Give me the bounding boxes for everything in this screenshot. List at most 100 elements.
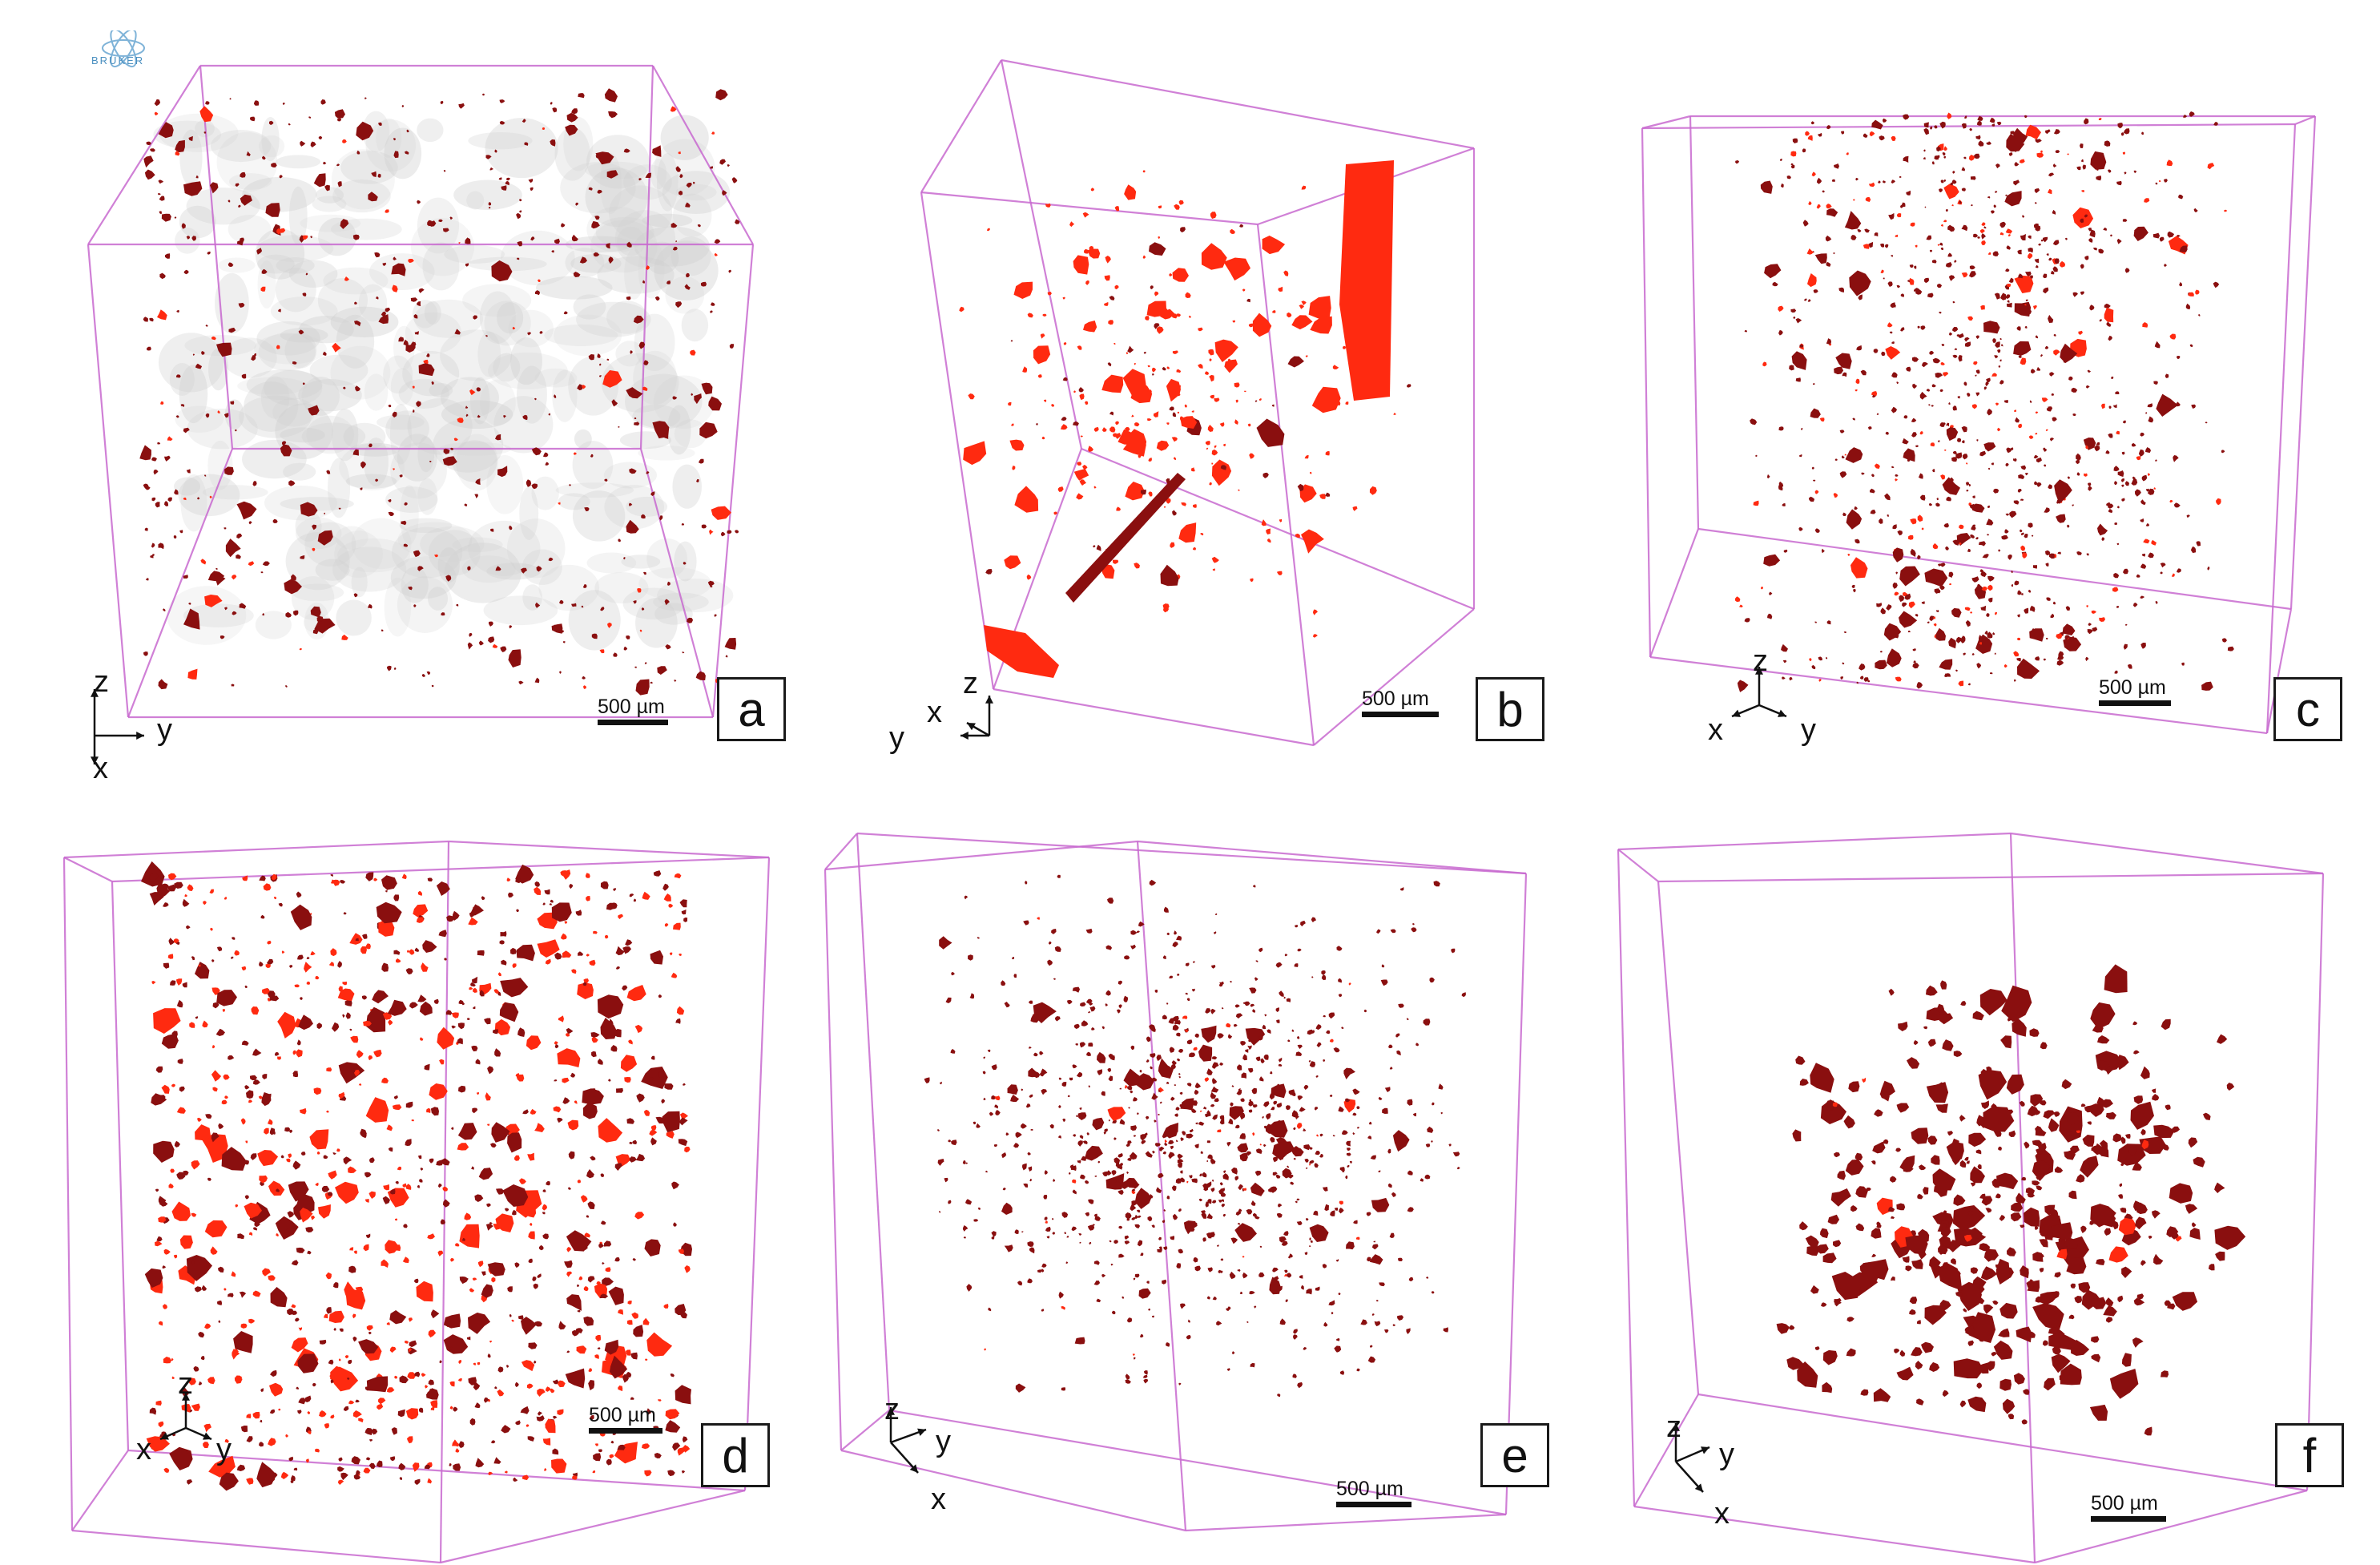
pore-particle [1296, 1123, 1303, 1129]
pore-particle [2164, 264, 2167, 267]
matrix-volume [183, 603, 254, 627]
pore-particle [2053, 1111, 2060, 1117]
pore-particle [579, 1244, 589, 1251]
pore-particle [2196, 541, 2201, 547]
pore-particle [1891, 341, 1895, 345]
pore-particle [1131, 1190, 1136, 1194]
pore-particle [1154, 1119, 1157, 1123]
pore-particle [1166, 378, 1181, 402]
bounding-box-edge [1137, 840, 1527, 875]
axis-arrowhead [160, 1432, 169, 1440]
pore-particle [507, 1286, 513, 1293]
pore-particle [699, 422, 718, 439]
pore-particle [1338, 1106, 1344, 1112]
pore-particle [590, 1032, 600, 1038]
pore-particle [2111, 376, 2114, 379]
pore-particle [1930, 126, 1933, 130]
pore-particle [1319, 494, 1326, 499]
pore-particle [566, 1033, 570, 1037]
pore-particle [551, 1458, 567, 1474]
pore-particle [332, 342, 341, 353]
pore-particle [364, 97, 367, 99]
pore-particle [195, 175, 199, 179]
axis-x-label: x [136, 1433, 151, 1466]
matrix-volume [257, 235, 334, 262]
pore-particle [1875, 463, 1880, 469]
pore-particle [202, 1134, 228, 1163]
pore-particle [531, 483, 538, 490]
pore-particle [209, 889, 214, 894]
pore-particle [1104, 301, 1109, 306]
pore-particle [1009, 1248, 1012, 1250]
pore-particle [1821, 1302, 1827, 1307]
pore-particle [1987, 252, 1991, 256]
pore-particle [1852, 417, 1855, 421]
pore-particle [1198, 1044, 1213, 1062]
pore-particle [1227, 1368, 1230, 1371]
pore-particle [495, 566, 501, 571]
pore-particle [1943, 184, 1959, 200]
matrix-volume [638, 567, 712, 600]
pore-particle [2171, 573, 2175, 577]
pore-particle [1917, 514, 1923, 522]
matrix-volume [671, 236, 711, 276]
pore-particle [2022, 215, 2025, 218]
pore-particle [2024, 1207, 2040, 1227]
pore-particle [2106, 321, 2112, 327]
pore-particle [1297, 1035, 1300, 1039]
matrix-volume [621, 555, 661, 569]
pore-particle [1278, 1203, 1283, 1208]
pore-particle [1286, 998, 1291, 1002]
pore-particle [323, 161, 327, 165]
pore-particle [2108, 169, 2112, 173]
pore-particle [494, 1018, 511, 1036]
pore-particle [1391, 1192, 1396, 1197]
matrix-volume [390, 556, 457, 599]
pore-particle [385, 307, 390, 313]
pore-particle [2123, 643, 2128, 650]
pore-particle [197, 497, 200, 500]
matrix-volume [175, 228, 200, 254]
matrix-volume [283, 462, 316, 481]
pore-particle [1087, 248, 1101, 259]
pore-particle [2136, 1293, 2144, 1300]
pore-particle [1407, 1170, 1413, 1176]
pore-particle [1913, 1040, 1919, 1046]
pore-particle [644, 1470, 652, 1477]
pore-particle [328, 962, 334, 966]
pore-particle [1138, 1288, 1151, 1299]
pore-particle [1116, 506, 1121, 511]
pore-particle [159, 211, 162, 214]
pore-particle [252, 1227, 258, 1231]
pore-particle [2183, 115, 2187, 118]
pore-particle [1871, 1253, 1877, 1257]
scale-bar [2091, 1516, 2166, 1522]
pore-particle [595, 153, 602, 159]
pore-particle [1911, 1127, 1929, 1144]
pore-particle [701, 382, 713, 395]
pore-particle [1128, 1107, 1130, 1109]
pore-particle [1310, 471, 1312, 474]
pore-particle [393, 894, 400, 901]
pore-particle [451, 1025, 457, 1029]
matrix-volume [534, 368, 578, 388]
pore-particle [644, 662, 647, 664]
pore-particle [2051, 1222, 2073, 1241]
pore-particle [500, 931, 507, 937]
pore-particle [598, 1059, 603, 1065]
pore-particle [457, 1038, 463, 1045]
pore-particle [1334, 1208, 1339, 1211]
pore-particle [1987, 631, 1993, 639]
matrix-volume [400, 485, 419, 545]
pore-particle [1240, 1041, 1246, 1046]
pore-particle [1186, 1083, 1192, 1087]
pore-particle [1247, 1045, 1252, 1051]
pore-particle [309, 1129, 329, 1150]
pore-particle [1375, 1300, 1379, 1302]
pore-particle [279, 175, 283, 179]
pore-particle [1938, 563, 1942, 567]
pore-particle [615, 966, 620, 970]
matrix-volume [555, 482, 634, 498]
pore-particle [562, 1097, 570, 1104]
pore-particle [1875, 659, 1887, 670]
